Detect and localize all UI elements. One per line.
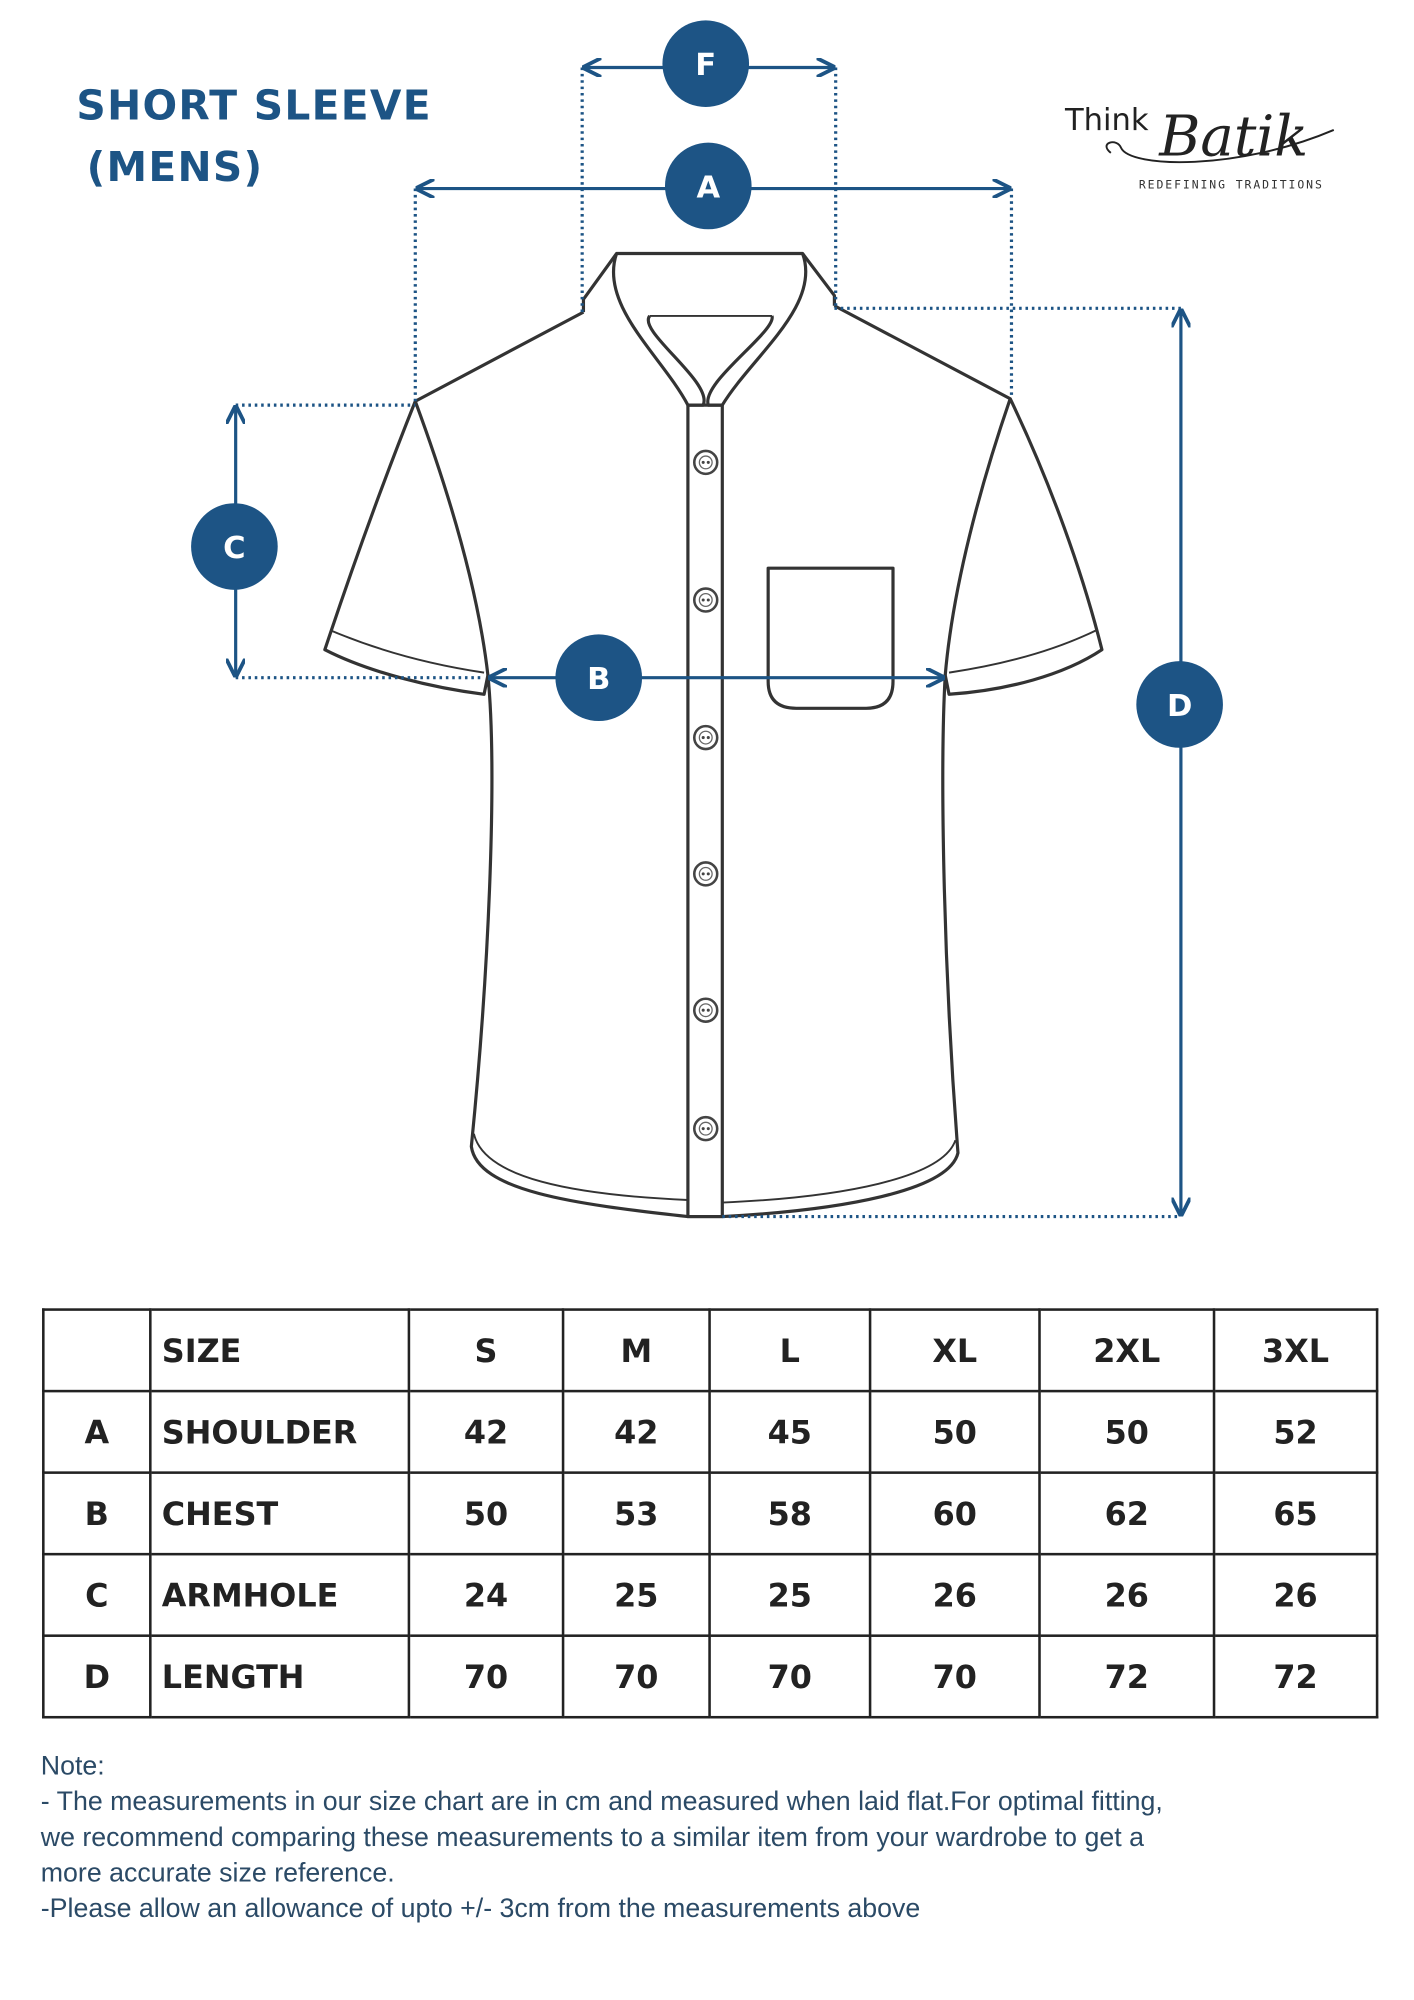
svg-text:B: B [587,662,610,697]
row-name: CHEST [149,1471,411,1556]
row-code: C [42,1552,152,1637]
value-cell: 65 [1212,1471,1379,1556]
table-header-row: SIZE S M L XL 2XL 3XL [42,1308,1379,1393]
value-cell: 70 [868,1634,1041,1719]
label-F: F [662,20,750,108]
svg-text:C: C [223,531,245,566]
value-cell: 52 [1212,1389,1379,1474]
value-cell: 42 [407,1389,565,1474]
value-cell: 70 [561,1634,711,1719]
note-line: -Please allow an allowance of upto +/- 3… [40,1894,921,1924]
label-B: B [555,634,643,722]
row-code: D [42,1634,152,1719]
dimension-lines [236,68,1181,1213]
value-cell: 72 [1038,1634,1216,1719]
size-table: SIZE S M L XL 2XL 3XL A SHOULDER 42 42 45 50 50 52 B CHE… [42,1308,1379,1719]
row-name: ARMHOLE [149,1552,411,1637]
value-cell: 58 [708,1471,872,1556]
row-code: B [42,1471,152,1556]
value-cell: 60 [868,1471,1041,1556]
svg-text:A: A [696,170,720,205]
label-D: D [1136,661,1223,748]
shirt-buttons [693,449,719,1142]
shirt-diagram: F A C B D [191,20,1223,1219]
header-cell: 2XL [1038,1308,1216,1393]
value-cell: 45 [708,1389,872,1474]
note-line: we recommend comparing these measurement… [40,1822,1145,1853]
value-cell: 42 [561,1389,711,1474]
logo-think: Think [1064,103,1149,138]
label-A: A [664,142,752,230]
row-code: A [42,1389,152,1474]
table-row: C ARMHOLE 24 25 25 26 26 26 [42,1552,1379,1637]
value-cell: 53 [561,1471,711,1556]
value-cell: 26 [1038,1552,1216,1637]
header-cell: L [708,1308,872,1393]
table-row: D LENGTH 70 70 70 70 72 72 [42,1634,1379,1719]
value-cell: 50 [407,1471,565,1556]
value-cell: 26 [868,1552,1041,1637]
note: Note: - The measurements in our size cha… [41,1749,1379,1927]
svg-text:F: F [695,48,716,83]
header-cell: 3XL [1212,1308,1379,1393]
row-name: SHOULDER [149,1389,411,1474]
button-icon [693,1115,719,1142]
guide-lines [235,67,1181,1219]
value-cell: 70 [708,1634,872,1719]
value-cell: 25 [561,1552,711,1637]
value-cell: 72 [1212,1634,1379,1719]
value-cell: 25 [708,1552,872,1637]
note-line: more accurate size reference. [40,1858,395,1888]
value-cell: 70 [407,1634,565,1719]
table-row: A SHOULDER 42 42 45 50 50 52 [42,1389,1379,1474]
button-icon [693,997,719,1023]
value-cell: 62 [1038,1471,1216,1556]
header-cell: SIZE [149,1308,411,1393]
header-cell: S [407,1308,565,1393]
button-icon [693,724,719,751]
header-cell: M [561,1308,711,1393]
header-cell [42,1308,152,1393]
table-row: B CHEST 50 53 58 60 62 65 [42,1471,1379,1556]
value-cell: 26 [1212,1552,1379,1637]
value-cell: 50 [1038,1389,1216,1474]
title-line1: SHORT SLEEVE [76,81,432,130]
title-line2: (MENS) [86,142,264,192]
logo-tagline: REDEFINING TRADITIONS [1139,178,1324,192]
note-line: - The measurements in our size chart are… [40,1787,1163,1817]
svg-text:D: D [1167,689,1192,724]
header-cell: XL [868,1308,1041,1393]
value-cell: 24 [407,1552,565,1637]
button-icon [693,449,719,476]
row-name: LENGTH [149,1634,411,1719]
label-C: C [191,503,278,590]
think-batik-logo: Think Batik REDEFINING TRADITIONS [1064,103,1335,192]
button-icon [693,587,719,613]
button-icon [693,861,719,887]
note-heading: Note: [40,1751,105,1781]
shirt-outline [323,251,1104,1219]
value-cell: 50 [868,1389,1041,1474]
